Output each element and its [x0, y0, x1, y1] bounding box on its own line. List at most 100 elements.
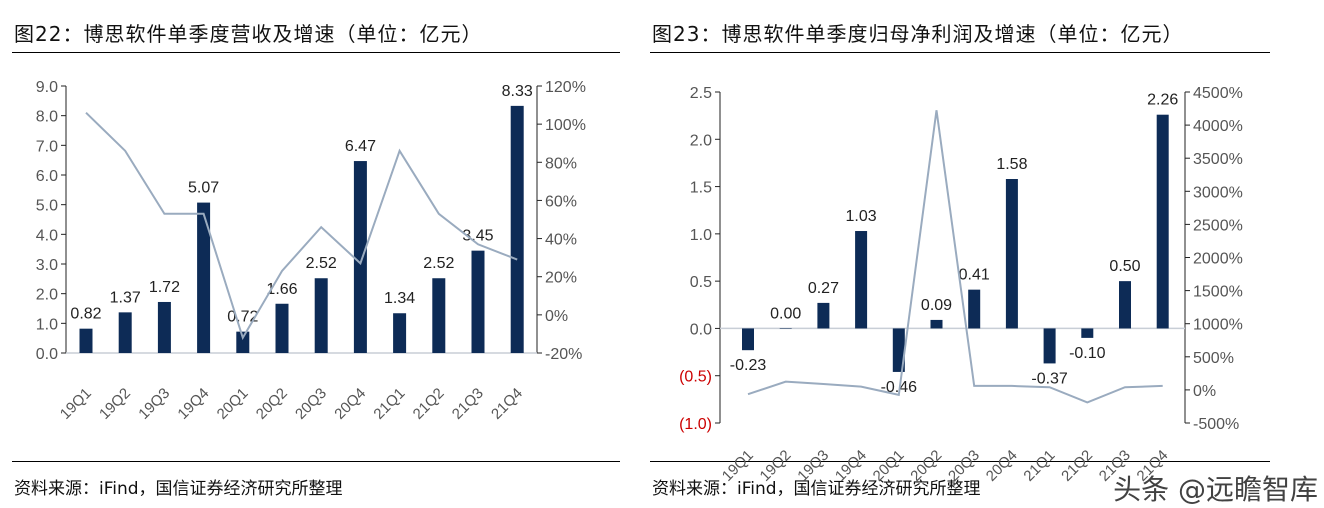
bar-20Q4 [1005, 179, 1018, 329]
bar-data-label: 0.09 [921, 297, 952, 314]
right-tick-label: -20% [545, 346, 582, 363]
right-tick-label: 4000% [1193, 118, 1243, 135]
x-tick-label: 21Q2 [410, 385, 448, 423]
bar-data-label: 0.27 [808, 280, 839, 297]
x-tick-label: 20Q2 [907, 447, 945, 485]
right-tick-label: 20% [545, 270, 577, 287]
left-tick-label: 2.0 [36, 287, 58, 304]
bar-19Q1 [742, 328, 754, 351]
right-tick-label: 500% [1193, 350, 1234, 367]
left-tick-label: 3.0 [36, 257, 58, 274]
x-tick-label: 20Q4 [983, 447, 1021, 485]
bar-data-label: 0.41 [959, 267, 990, 284]
bar-data-label: 1.72 [149, 279, 180, 296]
left-tick-label: 7.0 [36, 138, 58, 155]
x-tick-label: 20Q2 [253, 385, 291, 423]
source-divider [650, 461, 1270, 462]
right-tick-label: 0% [545, 308, 568, 325]
x-tick-label: 19Q3 [135, 385, 173, 423]
right-tick-label: 1500% [1193, 284, 1243, 301]
bar-data-label: 2.52 [306, 255, 337, 272]
title-divider [650, 52, 1270, 53]
right-tick-label: 60% [545, 193, 577, 210]
left-tick-label: 9.0 [36, 79, 58, 96]
left-tick-label: 6.0 [36, 168, 58, 185]
bar-21Q2 [1081, 328, 1094, 338]
left-tick-label: 5.0 [36, 198, 58, 215]
bar-data-label: 0.50 [1109, 258, 1140, 275]
left-tick-label: 1.0 [36, 316, 58, 333]
x-tick-label: 20Q1 [214, 385, 252, 423]
x-tick-label: 19Q3 [794, 447, 832, 485]
left-chart-title: 图22：博思软件单季度营收及增速（单位：亿元） [14, 22, 483, 46]
x-tick-label: 21Q2 [1058, 447, 1096, 485]
growth-rate-line [85, 111, 518, 341]
bar-21Q3 [1119, 281, 1131, 329]
left-tick-label: 1.0 [690, 227, 712, 244]
x-tick-label: 21Q1 [1020, 447, 1058, 485]
bar-21Q1 [1043, 328, 1056, 364]
bar-20Q3 [314, 278, 328, 353]
bar-data-label: 8.33 [502, 83, 533, 100]
watermark: 头条 @远瞻智库 [1113, 473, 1318, 506]
bar-19Q2 [118, 312, 132, 353]
right-tick-label: 3000% [1193, 184, 1243, 201]
x-tick-label: 21Q3 [449, 385, 487, 423]
bar-data-label: 2.52 [423, 255, 454, 272]
bar-data-label: 1.37 [110, 289, 141, 306]
left-tick-label: 0.0 [36, 346, 58, 363]
x-tick-label: 21Q4 [488, 385, 526, 423]
left-tick-label: (1.0) [679, 416, 712, 433]
right-tick-label: 100% [545, 117, 586, 134]
left-tick-label: 4.0 [36, 227, 58, 244]
bar-data-label: 0.82 [70, 306, 101, 323]
bar-19Q3 [817, 302, 830, 329]
right-tick-label: -500% [1193, 416, 1239, 433]
left-source-note: 资料来源：iFind，国信证券经济研究所整理 [14, 479, 343, 499]
bar-data-label: 0.00 [770, 305, 801, 322]
bar-21Q1 [393, 313, 407, 353]
bar-20Q2 [275, 303, 289, 353]
x-tick-label: 20Q3 [292, 385, 330, 423]
right-source-note: 资料来源：iFind，国信证券经济研究所整理 [652, 479, 981, 499]
right-tick-label: 3500% [1193, 151, 1243, 168]
bar-data-label: -0.37 [1031, 370, 1068, 387]
x-tick-label: 19Q1 [57, 385, 95, 423]
bar-data-label: -0.10 [1069, 345, 1106, 362]
bar-20Q3 [968, 289, 981, 329]
bar-20Q2 [930, 319, 943, 329]
title-divider [12, 52, 620, 53]
bar-19Q1 [79, 328, 93, 353]
bar-data-label: 1.58 [996, 156, 1027, 173]
x-tick-label: 19Q4 [174, 385, 212, 423]
left-tick-label: 0.0 [690, 321, 712, 338]
bar-19Q4 [855, 231, 868, 329]
x-tick-label: 19Q4 [832, 447, 870, 485]
right-tick-label: 1000% [1193, 317, 1243, 334]
left-tick-label: 8.0 [36, 109, 58, 126]
bar-21Q4 [1156, 114, 1169, 329]
bar-20Q1 [892, 328, 905, 372]
x-tick-label: 20Q1 [870, 447, 908, 485]
right-tick-label: 0% [1193, 383, 1216, 400]
bar-20Q4 [353, 161, 367, 353]
bar-data-label: 5.07 [188, 180, 219, 197]
source-divider [12, 461, 620, 462]
bar-21Q3 [471, 250, 485, 353]
bar-data-label: 1.03 [846, 208, 877, 225]
bar-21Q2 [432, 278, 446, 353]
left-tick-label: 1.5 [690, 180, 712, 197]
left-tick-label: 2.0 [690, 132, 712, 149]
left-tick-label: 0.5 [690, 274, 712, 291]
right-tick-label: 80% [545, 155, 577, 172]
bar-data-label: 2.26 [1147, 92, 1178, 109]
bar-19Q2 [779, 328, 792, 329]
right-tick-label: 2500% [1193, 217, 1243, 234]
x-tick-label: 21Q1 [370, 385, 408, 423]
right-tick-label: 40% [545, 232, 577, 249]
right-tick-label: 4500% [1193, 85, 1243, 102]
right-chart-title: 图23：博思软件单季度归母净利润及增速（单位：亿元） [652, 22, 1184, 46]
x-tick-label: 20Q3 [945, 447, 983, 485]
